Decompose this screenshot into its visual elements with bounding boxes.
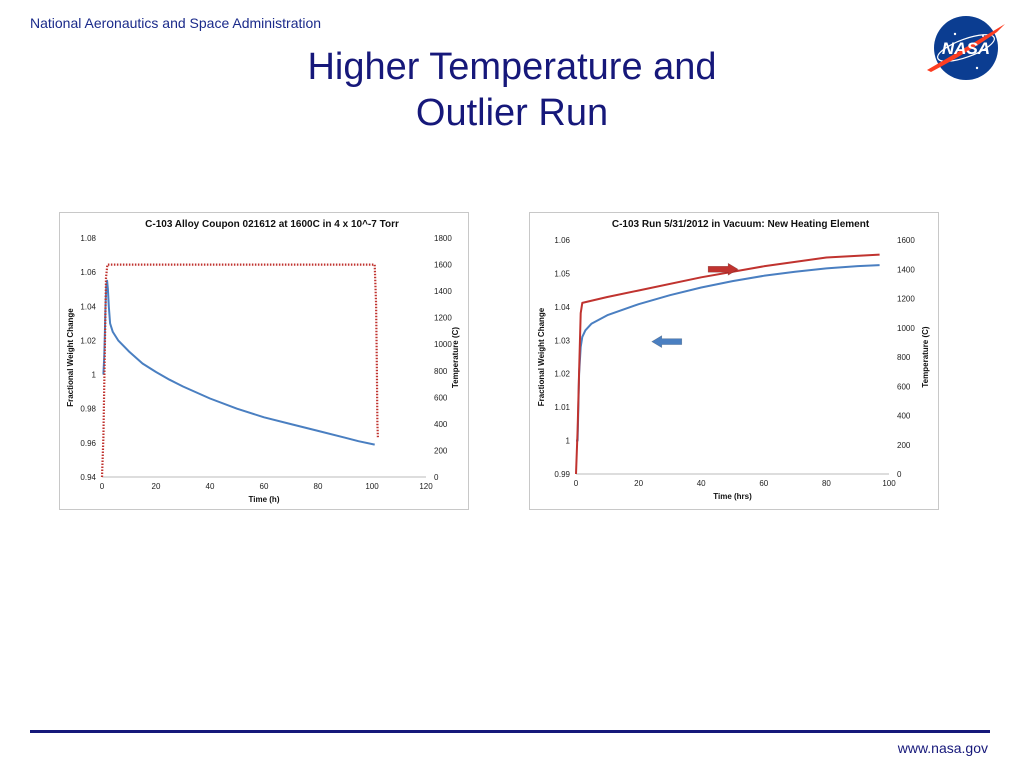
- x-tick-label: 100: [882, 479, 896, 488]
- weight-series-line: [102, 279, 375, 446]
- x-tick-label: 40: [697, 479, 706, 488]
- chart-new-heating-element-plot: C-103 Run 5/31/2012 in Vacuum: New Heati…: [537, 219, 930, 501]
- y2-tick-label: 400: [434, 420, 448, 429]
- y-tick-label: 0.98: [80, 405, 96, 414]
- y-tick-label: 1: [566, 437, 571, 446]
- chart-new-heating-element: C-103 Run 5/31/2012 in Vacuum: New Heati…: [529, 212, 939, 510]
- y2-tick-label: 1400: [897, 265, 915, 274]
- x-tick-label: 80: [822, 479, 831, 488]
- y-axis-label: Fractional Weight Change: [66, 308, 75, 407]
- y2-tick-label: 1600: [434, 261, 452, 270]
- nasa-logo-text: NASA: [942, 39, 990, 58]
- slide-title-line-2: Outlier Run: [415, 92, 609, 134]
- y2-tick-label: 1000: [897, 324, 915, 333]
- x-tick-label: 60: [759, 479, 768, 488]
- x-axis-label: Time (h): [249, 495, 280, 504]
- temperature-series-line: [100, 263, 379, 478]
- y2-tick-label: 1600: [897, 236, 915, 245]
- y2-tick-label: 200: [897, 441, 911, 450]
- nasa-logo-vector: [927, 24, 1005, 72]
- y-tick-label: 1.04: [80, 302, 96, 311]
- y-tick-label: 1.06: [554, 236, 570, 245]
- x-tick-label: 0: [100, 482, 105, 491]
- y2-tick-label: 800: [434, 367, 448, 376]
- y-axis-label: Fractional Weight Change: [537, 307, 546, 406]
- y-tick-label: 1: [92, 371, 97, 380]
- y2-tick-label: 400: [897, 412, 911, 421]
- y2-tick-label: 600: [434, 393, 448, 402]
- y-tick-label: 1.03: [554, 336, 570, 345]
- y2-tick-label: 1200: [434, 314, 452, 323]
- y2-tick-label: 1000: [434, 340, 452, 349]
- footer-rule: [30, 730, 990, 733]
- x-tick-label: 100: [365, 482, 379, 491]
- y2-tick-label: 600: [897, 382, 911, 391]
- y2-tick-label: 1400: [434, 287, 452, 296]
- y2-tick-label: 800: [897, 353, 911, 362]
- nasa-logo: NASA: [927, 16, 1005, 80]
- y2-tick-label: 1800: [434, 234, 452, 243]
- left-arrow-annotation: [651, 335, 683, 349]
- nasa-logo-orbit: [937, 34, 995, 62]
- x-tick-label: 0: [574, 479, 579, 488]
- y2-tick-label: 0: [897, 470, 902, 479]
- y-tick-label: 1.04: [554, 303, 570, 312]
- y-tick-label: 1.06: [80, 268, 96, 277]
- x-tick-label: 20: [634, 479, 643, 488]
- y-tick-label: 1.01: [554, 403, 570, 412]
- y2-tick-label: 0: [434, 473, 439, 482]
- chart-title: C-103 Alloy Coupon 021612 at 1600C in 4 …: [145, 219, 399, 230]
- y2-tick-label: 1200: [897, 295, 915, 304]
- y-tick-label: 0.99: [554, 470, 570, 479]
- x-tick-label: 20: [152, 482, 161, 491]
- y-tick-label: 1.02: [554, 370, 570, 379]
- y-tick-label: 1.05: [554, 269, 570, 278]
- nasa-logo-star: [982, 35, 984, 37]
- y-tick-label: 1.08: [80, 234, 96, 243]
- weight-series-line: [576, 264, 880, 442]
- x-tick-label: 120: [419, 482, 433, 491]
- slide-title: Higher Temperature and Outlier Run: [0, 44, 1024, 136]
- y-tick-label: 1.02: [80, 336, 96, 345]
- chart-alloy-coupon: C-103 Alloy Coupon 021612 at 1600C in 4 …: [59, 212, 469, 510]
- y2-axis-label: Temperature (C): [451, 327, 460, 389]
- nasa-logo-star: [975, 66, 979, 70]
- right-arrow-annotation: [707, 262, 739, 276]
- y2-tick-label: 200: [434, 446, 448, 455]
- temperature-series-line: [575, 253, 880, 475]
- footer-url: www.nasa.gov: [897, 740, 988, 756]
- chart-alloy-coupon-plot: C-103 Alloy Coupon 021612 at 1600C in 4 …: [66, 219, 460, 504]
- agency-name: National Aeronautics and Space Administr…: [30, 15, 322, 31]
- x-tick-label: 40: [206, 482, 215, 491]
- y-tick-label: 0.96: [80, 439, 96, 448]
- chart-title: C-103 Run 5/31/2012 in Vacuum: New Heati…: [612, 219, 870, 230]
- nasa-logo-star: [953, 32, 957, 36]
- y-tick-label: 0.94: [80, 473, 96, 482]
- x-tick-label: 80: [314, 482, 323, 491]
- slide-title-line-1: Higher Temperature and: [307, 46, 717, 88]
- y2-axis-label: Temperature (C): [921, 326, 930, 388]
- x-axis-label: Time (hrs): [713, 492, 752, 501]
- x-tick-label: 60: [260, 482, 269, 491]
